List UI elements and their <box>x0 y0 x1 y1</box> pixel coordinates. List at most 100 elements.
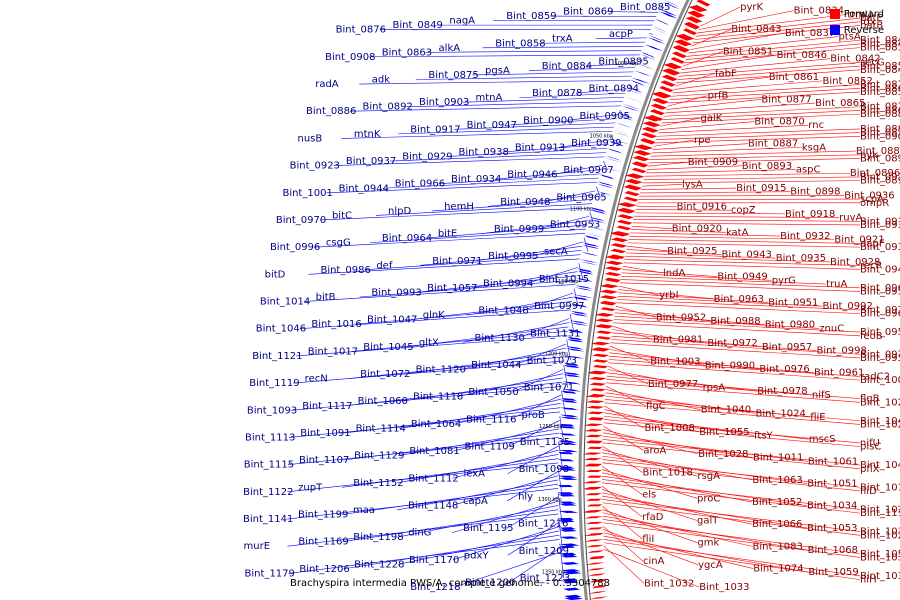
leader-line <box>596 186 601 198</box>
reverse-gene-label: Bint_0947 <box>467 120 517 131</box>
forward-gene-label: Bint_0980 <box>765 320 815 331</box>
gene-arrow <box>572 296 588 301</box>
reverse-gene-label: murE <box>244 541 271 552</box>
reverse-gene-label: Bint_1060 <box>358 396 408 407</box>
reverse-gene-label: Bint_1148 <box>408 500 458 511</box>
gene-arrow <box>590 209 607 215</box>
forward-gene-label: Bint_0968 <box>860 309 900 320</box>
map-title: Brachyspira intermedia PWS/A, complete g… <box>289 578 611 589</box>
forward-gene-label: Bint_1028 <box>698 449 748 460</box>
reverse-gene-label: Bint_0869 <box>563 7 613 18</box>
leader-line <box>456 373 564 397</box>
reverse-gene-label: Bint_1093 <box>247 405 297 416</box>
leader-line <box>653 139 695 147</box>
gene-arrow <box>672 51 688 59</box>
leader-line <box>326 182 598 194</box>
forward-gene-label: radC2 <box>860 371 890 382</box>
leader-line <box>532 241 584 257</box>
forward-gene-label: Bint_0936 <box>844 190 894 201</box>
forward-gene-label: lndA <box>663 268 685 279</box>
gene-arrow <box>587 550 605 554</box>
forward-gene-label: Bint_1021 <box>860 530 900 541</box>
gene-arrow <box>588 218 606 224</box>
leader-line <box>678 62 861 77</box>
forward-gene-label: Bint_1055 <box>699 427 749 438</box>
leader-line <box>666 99 762 110</box>
leader-line <box>296 335 568 357</box>
forward-gene-label: Bint_0932 <box>780 231 830 242</box>
gene-arrow <box>583 510 603 513</box>
leader-line <box>682 51 724 67</box>
gene-arrow <box>685 16 703 24</box>
gene-arrow <box>561 569 581 573</box>
leader-line <box>607 11 659 13</box>
gene-arrow <box>563 587 581 591</box>
gene-arrow <box>632 162 648 168</box>
reverse-gene-label: Bint_1119 <box>249 378 299 389</box>
reverse-gene-label: Bint_1198 <box>353 532 403 543</box>
gene-arrow <box>577 270 594 275</box>
gene-arrow <box>584 235 600 240</box>
gene-arrow <box>588 371 608 375</box>
forward-gene-label: secG <box>860 57 885 68</box>
forward-gene-label: gmk <box>697 538 719 549</box>
gene-labels: Bint_0885 Bint_0869 Bint_0859 nagA Bint_0849… <box>243 2 900 593</box>
gene-arrow <box>659 9 678 17</box>
gene-arrow <box>585 521 603 525</box>
scale-mark: 1000 kbp <box>615 61 639 67</box>
reverse-gene-label: Bint_0929 <box>402 152 452 163</box>
reverse-gene-label: Bint_1216 <box>518 519 568 530</box>
gene-arrow <box>576 277 593 282</box>
leader-line <box>610 342 861 359</box>
reverse-gene-label: def <box>376 260 393 271</box>
leader-line <box>646 165 742 170</box>
reverse-gene-label: Bint_0948 <box>500 197 550 208</box>
gene-arrow <box>615 122 632 129</box>
gene-arrow <box>650 103 668 110</box>
gene-arrow <box>674 39 693 47</box>
leader-line <box>604 405 645 429</box>
gene-arrow <box>607 148 623 154</box>
gene-arrow <box>561 390 577 394</box>
forward-gene-label: ftsY <box>754 431 773 442</box>
reverse-gene-label: Bint_0900 <box>523 115 573 126</box>
leader-line <box>290 386 562 411</box>
forward-gene-label: Bint_0873 <box>860 102 900 113</box>
leader-line <box>618 292 769 303</box>
gene-arrow <box>585 400 605 404</box>
forward-gene-label: flgB <box>860 394 880 405</box>
gene-arrow <box>683 28 698 36</box>
leader-line <box>518 318 570 339</box>
forward-gene-label: Bint_0847 <box>860 35 900 46</box>
leader-line <box>346 381 563 407</box>
leader-line <box>624 259 861 266</box>
gene-arrow <box>596 336 612 340</box>
leader-line <box>539 41 646 44</box>
leader-line <box>635 209 731 211</box>
gene-arrow <box>597 183 614 189</box>
reverse-gene-label: Bint_0859 <box>506 11 556 22</box>
leader-line <box>382 177 599 189</box>
gene-arrow <box>559 543 580 547</box>
reverse-gene-label: Bint_1071 <box>524 383 574 394</box>
gene-arrow <box>584 487 603 490</box>
reverse-gene-label: Bint_1200 <box>465 577 515 588</box>
leader-line <box>359 80 631 85</box>
leader-line <box>348 356 565 379</box>
forward-gene-label: Bint_0891 <box>860 153 900 164</box>
gene-arrow <box>584 233 605 238</box>
gene-arrow <box>613 129 631 136</box>
leader-line <box>482 46 644 49</box>
forward-gene-label: Bint_0909 <box>688 157 738 168</box>
reverse-gene-label: Bint_1064 <box>411 419 461 430</box>
gene-arrow <box>688 4 708 13</box>
reverse-gene-label: Bint_1114 <box>356 423 406 434</box>
leader-line <box>601 489 698 521</box>
forward-gene-label: Bint_0871 <box>860 80 900 91</box>
leader-line <box>687 39 861 57</box>
forward-gene-label: Bint_0972 <box>707 338 757 349</box>
gene-arrow <box>600 307 616 312</box>
gene-arrow <box>559 536 579 539</box>
reverse-gene-label: Bint_1017 <box>308 346 358 357</box>
forward-gene-label: Bint_0898 <box>790 187 840 198</box>
